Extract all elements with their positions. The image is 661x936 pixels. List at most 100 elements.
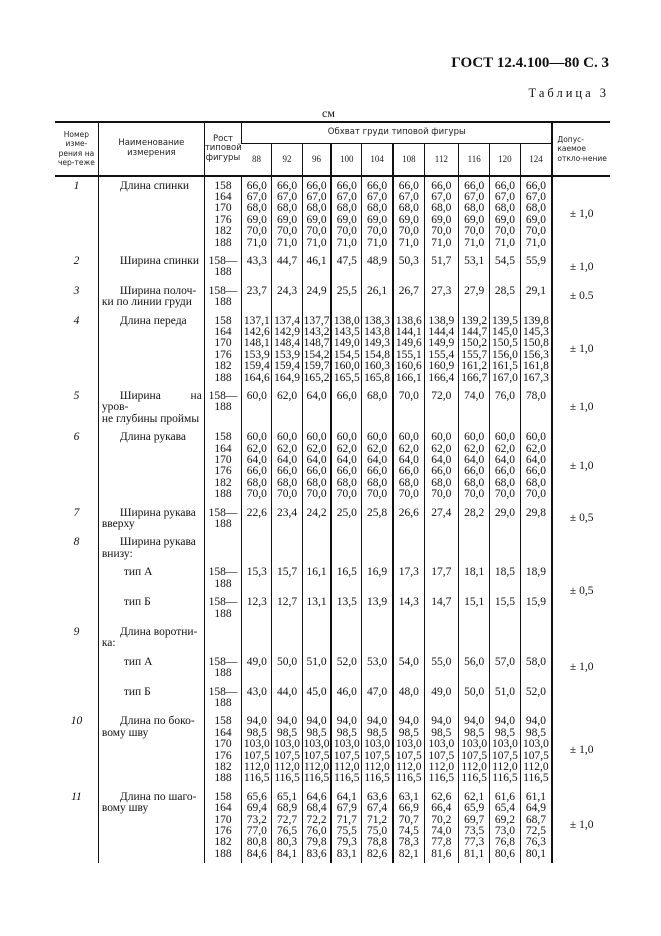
- value-cell: 29,1: [519, 281, 553, 312]
- tolerance-cell: ± 1,0: [551, 311, 610, 387]
- value-cell: 12,3: [241, 593, 272, 623]
- figure-height: 158— 188: [203, 593, 242, 623]
- figure-height: 158— 188: [203, 251, 242, 282]
- measurement-name: Ширина рукава вверху: [97, 503, 205, 534]
- value-cell: 63,6 67,4 71,2 75,0 78,8 82,6: [361, 787, 393, 864]
- value-cell: 65,1 68,9 72,7 76,5 80,3 84,1: [271, 787, 303, 864]
- value-cell: [458, 622, 490, 653]
- measurements-table: Номер изме-рения на чер-теже Наименовани…: [55, 121, 610, 864]
- value-cell: 55,9: [519, 251, 553, 282]
- measurement-number: 3: [73, 284, 80, 297]
- tolerance-cell: [551, 682, 610, 713]
- value-cell: 94,0 98,5 103,0 107,5 112,0 116,5: [241, 712, 272, 788]
- value-cell: 23,7: [241, 281, 272, 312]
- value-cell: [361, 622, 393, 653]
- value-cell: [330, 533, 362, 564]
- measurement-number: 10: [70, 715, 83, 728]
- header-chest-100: 100: [330, 143, 362, 177]
- value-cell: 12,7: [271, 593, 303, 623]
- measurement-number: 6: [73, 431, 80, 444]
- value-cell: 15,1: [458, 593, 490, 623]
- value-cell: 66,0 67,0 68,0 69,0 70,0 71,0: [301, 175, 332, 252]
- value-cell: [391, 622, 425, 653]
- value-cell: 78,0: [519, 387, 553, 429]
- page-header: ГОСТ 12.4.100—80 С. 3: [451, 55, 609, 71]
- measurement-number: [55, 563, 98, 593]
- value-cell: 58,0: [519, 652, 553, 683]
- value-cell: 68,0: [361, 387, 393, 429]
- table-row: 1 Длина спинки 158 164 170 176 182 188 66,0…: [55, 175, 610, 252]
- value-cell: 139,2 144,7 150,2 155,7 161,2 166,7: [458, 311, 490, 387]
- value-cell: 26,7: [391, 281, 425, 312]
- value-cell: 57,0: [489, 652, 521, 683]
- figure-height: 158 164 170 176 182 188: [203, 175, 242, 252]
- value-cell: 53,0: [361, 652, 393, 683]
- measurement-name: Длина по боко- вому шву: [97, 712, 205, 788]
- value-cell: 62,1 65,9 69,7 73,5 77,3 81,1: [458, 787, 490, 864]
- table-row: тип А 158— 188 15,3 15,7 16,1 16,5 16,9 17,3 17,…: [55, 563, 610, 594]
- value-cell: 27,4: [423, 503, 459, 534]
- tolerance-cell: ± 1,0: [551, 387, 610, 429]
- value-cell: 27,9: [458, 281, 490, 312]
- value-cell: 61,1 64,9 68,7 72,5 76,3 80,1: [519, 787, 553, 864]
- value-cell: 29,0: [489, 503, 521, 534]
- value-cell: 66,0 67,0 68,0 69,0 70,0 71,0: [330, 175, 362, 252]
- header-chest-116: 116: [458, 143, 490, 177]
- value-cell: [458, 533, 490, 564]
- value-cell: 138,9 144,4 149,9 155,4 160,9 166,4: [423, 311, 459, 387]
- value-cell: 18,5: [489, 563, 521, 594]
- value-cell: 15,5: [489, 593, 521, 623]
- value-cell: 66,0 67,0 68,0 69,0 70,0 71,0: [458, 175, 490, 252]
- tolerance-cell: [551, 622, 610, 653]
- value-cell: 94,0 98,5 103,0 107,5 112,0 116,5: [391, 712, 425, 788]
- value-cell: [391, 533, 425, 564]
- figure-height: 158— 188: [203, 281, 242, 312]
- value-cell: 46,1: [301, 251, 332, 282]
- value-cell: 137,7 143,2 148,7 154,2 159,7 165,2: [301, 311, 332, 387]
- header-chest-104: 104: [361, 143, 393, 177]
- header-chest-120: 120: [489, 143, 521, 177]
- value-cell: 66,0: [330, 387, 362, 429]
- value-cell: 26,6: [391, 503, 425, 534]
- value-cell: [241, 533, 272, 564]
- measurement-number: 4: [73, 314, 80, 327]
- value-cell: 49,0: [423, 682, 459, 713]
- value-cell: 70,0: [391, 387, 425, 429]
- value-cell: 66,0 67,0 68,0 69,0 70,0 71,0: [423, 175, 459, 252]
- figure-height: 158 164 170 176 182 188: [203, 787, 242, 864]
- value-cell: 74,0: [458, 387, 490, 429]
- value-cell: 44,7: [271, 251, 303, 282]
- value-cell: 16,1: [301, 563, 332, 594]
- value-cell: 24,9: [301, 281, 332, 312]
- value-cell: [423, 533, 459, 564]
- value-cell: 139,8 145,3 150,8 156,3 161,8 167,3: [519, 311, 553, 387]
- value-cell: 94,0 98,5 103,0 107,5 112,0 116,5: [330, 712, 362, 788]
- value-cell: 137,1 142,6 148,1 153,9 159,4 164,6: [241, 311, 272, 387]
- value-cell: 138,6 144,1 149,6 155,1 160,6 166,1: [391, 311, 425, 387]
- tolerance-cell: ± 1,0: [551, 712, 610, 788]
- table-title: Таблица 3: [528, 86, 609, 100]
- tolerance-cell: ± 1,0: [551, 175, 610, 252]
- value-cell: 76,0: [489, 387, 521, 429]
- value-cell: 13,9: [361, 593, 393, 623]
- value-cell: 55,0: [423, 652, 459, 683]
- table-row: тип А 158— 188 49,0 50,0 51,0 52,0 53,0 54,0 55,…: [55, 652, 610, 683]
- measurement-name: Длина рукава: [97, 428, 205, 504]
- measurement-number: [55, 683, 98, 713]
- value-cell: 94,0 98,5 103,0 107,5 112,0 116,5: [458, 712, 490, 788]
- header-number: Номер изме-рения на чер-теже: [55, 121, 99, 177]
- value-cell: 28,2: [458, 503, 490, 534]
- measurement-number: 1: [73, 179, 80, 192]
- value-cell: 28,5: [489, 281, 521, 312]
- value-cell: 60,0: [241, 387, 272, 429]
- value-cell: 52,0: [330, 652, 362, 683]
- value-cell: 138,3 143,8 149,3 154,8 160,3 165,8: [361, 311, 393, 387]
- value-cell: 66,0 67,0 68,0 69,0 70,0 71,0: [519, 175, 553, 252]
- table-row: 5 Ширина на уров- не глубины проймы 158— 1…: [55, 387, 610, 429]
- measurement-name: тип А: [97, 563, 205, 594]
- measurement-number: 2: [73, 254, 80, 267]
- value-cell: 46,0: [330, 682, 362, 713]
- value-cell: 29,8: [519, 503, 553, 534]
- value-cell: 14,3: [391, 593, 425, 623]
- value-cell: [361, 533, 393, 564]
